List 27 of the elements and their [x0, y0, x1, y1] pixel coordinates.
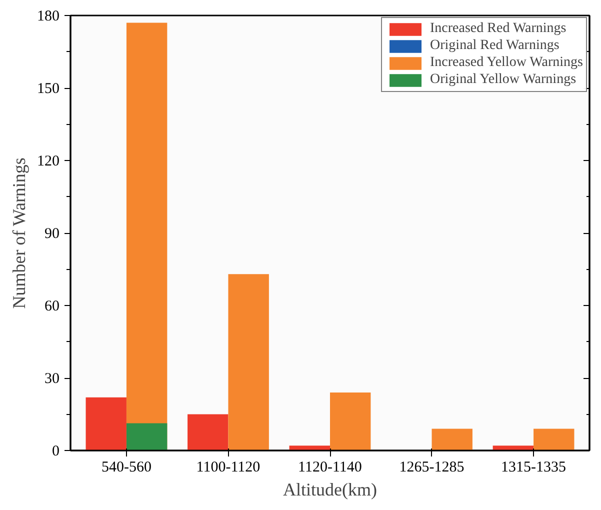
- legend-label: Increased Yellow Warnings: [430, 55, 583, 71]
- y-tick-label: 180: [37, 8, 60, 24]
- bar: [228, 274, 269, 450]
- legend-label: Original Red Warnings: [430, 38, 560, 54]
- bar: [432, 428, 472, 450]
- legend-label: Original Yellow Warnings: [430, 72, 576, 88]
- x-tick-label: 1265-1285: [399, 460, 464, 476]
- y-tick-label: 150: [37, 81, 60, 97]
- y-tick-label: 90: [44, 226, 60, 242]
- bar: [126, 423, 168, 450]
- bar: [188, 414, 228, 450]
- x-tick-label: 1100-1120: [196, 460, 260, 476]
- x-tick-label: 1315-1335: [501, 460, 566, 476]
- y-tick-label: 60: [44, 298, 60, 314]
- y-axis-title: Number of Warnings: [9, 158, 29, 309]
- x-tick-label: 1120-1140: [298, 460, 362, 476]
- bar: [330, 392, 371, 450]
- y-tick-label: 30: [44, 371, 60, 387]
- bar: [86, 397, 126, 450]
- bar: [289, 446, 330, 450]
- bar: [534, 428, 574, 450]
- x-tick-label: 540-560: [101, 460, 152, 476]
- y-tick-label: 0: [52, 444, 60, 460]
- bar: [492, 446, 534, 450]
- x-axis-title: Altitude(km): [283, 480, 377, 500]
- legend-label: Increased Red Warnings: [430, 21, 566, 37]
- y-tick-label: 120: [37, 154, 60, 170]
